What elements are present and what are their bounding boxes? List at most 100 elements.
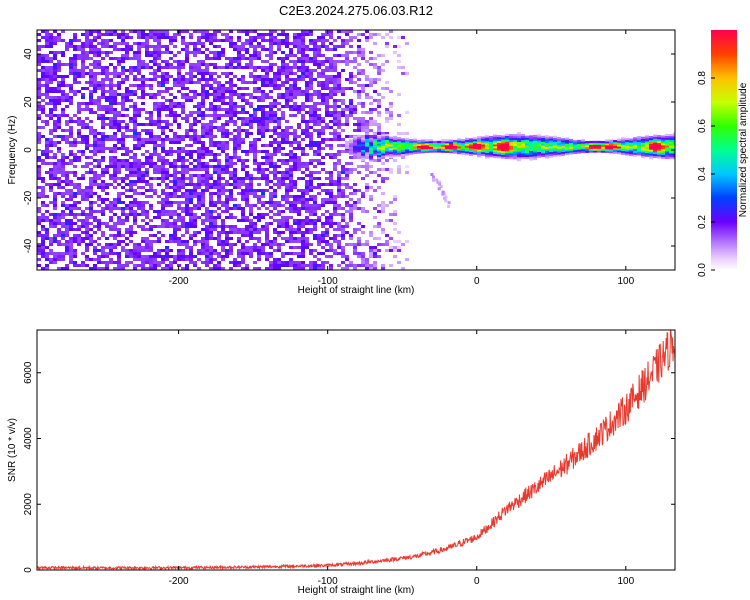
heatmap-cell [249,120,253,123]
heatmap-cell [225,147,229,150]
heatmap-cell [229,189,233,192]
heatmap-cell [53,141,57,144]
heatmap-cell [205,150,209,153]
heatmap-cell [405,111,409,114]
heatmap-cell [289,105,293,108]
heatmap-cell [377,139,381,142]
heatmap-cell [101,189,105,192]
heatmap-cell [317,129,321,132]
heatmap-cell [481,148,485,151]
heatmap-cell [529,135,533,138]
heatmap-cell [285,102,289,105]
heatmap-cell [149,225,153,228]
heatmap-cell [77,243,81,246]
heatmap-cell [161,33,165,36]
heatmap-cell [121,141,125,144]
heatmap-cell [41,126,45,129]
heatmap-cell [193,135,197,138]
heatmap-cell [237,45,241,48]
heatmap-cell [345,225,349,228]
heatmap-cell [53,222,57,225]
heatmap-cell [245,240,249,243]
heatmap-cell [329,132,333,135]
heatmap-cell [417,149,421,152]
heatmap-cell [49,243,53,246]
heatmap-cell [265,150,269,153]
heatmap-cell [217,81,221,84]
heatmap-cell [205,132,209,135]
heatmap-cell [217,255,221,258]
heatmap-cell [241,213,245,216]
heatmap-cell [177,78,181,81]
heatmap-cell [101,159,105,162]
heatmap-cell [585,143,589,146]
heatmap-cell [269,78,273,81]
heatmap-cell [285,228,289,231]
heatmap-cell [253,228,257,231]
heatmap-cell [241,57,245,60]
heatmap-cell [217,51,221,54]
heatmap-cell [293,96,297,99]
heatmap-cell [197,120,201,123]
heatmap-cell [169,195,173,198]
heatmap-cell [501,143,505,146]
heatmap-cell [217,267,221,270]
heatmap-cell [201,132,205,135]
heatmap-cell [305,123,309,126]
heatmap-cell [213,153,217,156]
heatmap-cell [141,171,145,174]
heatmap-cell [133,78,137,81]
heatmap-cell [193,51,197,54]
heatmap-cell [53,153,57,156]
heatmap-cell [201,204,205,207]
heatmap-cell [329,144,333,147]
heatmap-cell [265,117,269,120]
heatmap-cell [257,162,261,165]
heatmap-cell [597,144,601,147]
heatmap-cell [353,51,357,54]
heatmap-cell [193,141,197,144]
heatmap-cell [73,249,77,252]
heatmap-cell [181,105,185,108]
heatmap-cell [445,139,449,142]
heatmap-cell [157,90,161,93]
heatmap-cell [49,108,53,111]
heatmap-cell [401,140,405,143]
heatmap-cell [273,117,277,120]
heatmap-cell [149,207,153,210]
heatmap-cell [613,140,617,143]
heatmap-cell [305,231,309,234]
heatmap-cell [201,51,205,54]
heatmap-cell [185,135,189,138]
heatmap-cell [217,57,221,60]
heatmap-cell [237,105,241,108]
heatmap-cell [133,108,137,111]
heatmap-cell [105,69,109,72]
heatmap-cell [185,246,189,249]
heatmap-cell [353,147,357,150]
heatmap-cell [285,162,289,165]
heatmap-cell [297,108,301,111]
heatmap-cell [389,102,393,105]
heatmap-cell [157,171,161,174]
heatmap-cell [281,63,285,66]
heatmap-cell [189,111,193,114]
heatmap-cell [249,228,253,231]
heatmap-cell [141,36,145,39]
heatmap-cell [113,90,117,93]
heatmap-cell [321,264,325,267]
heatmap-cell [53,201,57,204]
heatmap-cell [541,137,545,140]
heatmap-cell [181,165,185,168]
heatmap-cell [185,183,189,186]
heatmap-cell [505,139,509,142]
heatmap-cell [173,117,177,120]
heatmap-cell [285,93,289,96]
heatmap-cell [157,66,161,69]
heatmap-cell [181,66,185,69]
heatmap-cell [73,216,77,219]
heatmap-cell [197,168,201,171]
heatmap-cell [445,150,449,153]
heatmap-cell [177,63,181,66]
heatmap-cell [109,258,113,261]
